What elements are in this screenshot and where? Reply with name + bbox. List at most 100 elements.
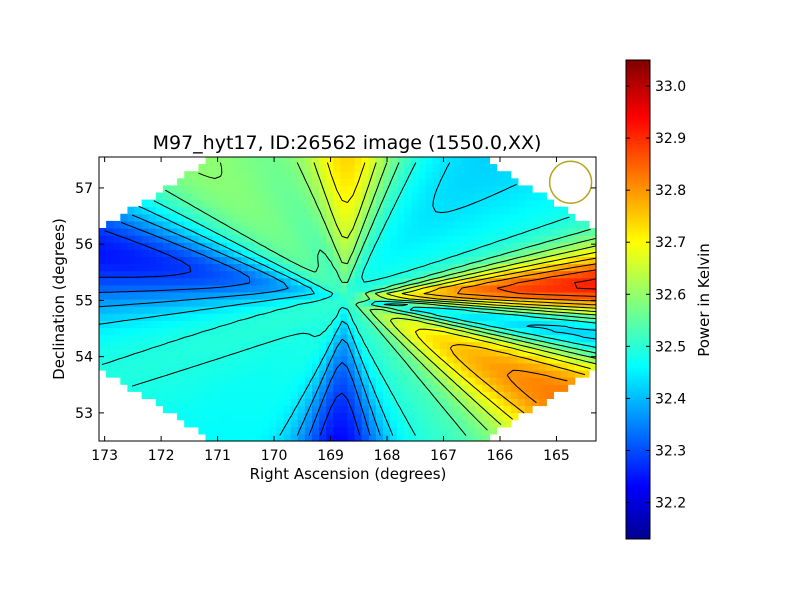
heat-cell xyxy=(482,284,491,293)
heat-cell xyxy=(233,277,242,286)
heat-cell xyxy=(546,256,554,265)
heat-cell xyxy=(496,277,505,286)
heat-cell xyxy=(120,249,128,257)
heat-cell xyxy=(120,320,128,328)
heat-cell xyxy=(333,348,341,357)
heat-cell xyxy=(248,220,256,229)
heat-cell xyxy=(439,185,448,194)
heat-cell xyxy=(219,384,228,392)
heat-cell xyxy=(461,171,469,179)
heat-cell xyxy=(283,164,292,172)
heat-cell xyxy=(198,199,207,208)
heat-cell xyxy=(347,426,356,435)
heat-cell xyxy=(269,313,278,321)
heat-cell xyxy=(148,270,157,279)
heat-cell xyxy=(269,377,278,385)
heat-cell xyxy=(233,433,242,442)
heat-cell xyxy=(326,320,334,328)
heat-cell xyxy=(588,306,597,314)
heat-cell xyxy=(290,185,299,194)
heat-cell xyxy=(219,405,228,414)
heat-cell xyxy=(191,256,199,265)
heat-cell xyxy=(347,171,356,179)
heat-cell xyxy=(475,199,483,208)
heat-cell xyxy=(162,348,171,357)
heat-cell xyxy=(312,426,320,435)
heat-cell xyxy=(326,249,334,257)
heat-cell xyxy=(319,220,327,229)
heat-cell xyxy=(347,235,356,243)
heat-cell xyxy=(461,398,469,407)
heat-cell xyxy=(496,384,505,392)
heat-cell xyxy=(297,284,306,293)
heat-cell xyxy=(510,185,519,194)
heat-cell xyxy=(553,249,562,257)
heat-cell xyxy=(184,377,192,385)
heat-cell xyxy=(517,228,526,236)
heat-cell xyxy=(333,377,341,385)
heat-cell xyxy=(120,256,128,265)
heat-cell xyxy=(283,426,292,435)
heat-cell xyxy=(475,391,483,399)
heat-cell xyxy=(588,362,597,371)
heat-cell xyxy=(162,220,171,229)
heat-cell xyxy=(269,355,278,364)
heat-cell xyxy=(418,426,427,435)
heat-cell xyxy=(489,348,498,357)
heat-cell xyxy=(297,320,306,328)
heat-cell xyxy=(510,256,519,265)
heat-cell xyxy=(283,192,292,201)
heat-cell xyxy=(539,299,547,307)
heat-cell xyxy=(162,242,171,250)
heat-cell xyxy=(262,284,270,293)
heat-cell xyxy=(212,419,221,428)
x-tick-label: 173 xyxy=(91,448,118,464)
heat-cell xyxy=(269,384,278,392)
heat-cell xyxy=(475,157,483,165)
heat-cell xyxy=(418,178,427,186)
heat-cell xyxy=(539,398,547,407)
heat-cell xyxy=(262,306,270,314)
heat-cell xyxy=(241,348,249,357)
heat-cell xyxy=(212,398,221,407)
heat-cell xyxy=(155,220,164,229)
heat-cell xyxy=(368,185,377,194)
heat-cell xyxy=(312,405,320,414)
heat-cell xyxy=(354,341,363,350)
heat-cell xyxy=(333,213,341,222)
heat-cell xyxy=(319,306,327,314)
heat-cell xyxy=(397,157,405,165)
heat-cell xyxy=(553,370,562,378)
heat-cell xyxy=(290,192,299,201)
heat-cell xyxy=(532,320,540,328)
heat-cell xyxy=(468,355,476,364)
heat-cell xyxy=(432,235,441,243)
heat-cell xyxy=(304,256,313,265)
heat-cell xyxy=(283,377,292,385)
heat-cell xyxy=(397,206,405,215)
heat-cell xyxy=(241,277,249,286)
heat-cell xyxy=(120,291,128,300)
heat-cell xyxy=(560,334,569,343)
heat-cell xyxy=(113,277,121,286)
heat-cell xyxy=(248,384,256,392)
heat-cell xyxy=(475,171,483,179)
heat-cell xyxy=(304,341,313,350)
heat-cell xyxy=(226,377,235,385)
heat-cell xyxy=(127,299,136,307)
heat-cell xyxy=(141,206,150,215)
heat-cell xyxy=(297,341,306,350)
heat-cell xyxy=(475,220,483,229)
contour-line xyxy=(101,162,597,436)
heat-cell xyxy=(461,334,469,343)
heat-cell xyxy=(205,228,214,236)
heat-cell xyxy=(148,242,157,250)
heat-cell xyxy=(517,299,526,307)
heat-cell xyxy=(503,291,512,300)
heat-cell xyxy=(290,291,299,300)
heat-cell xyxy=(425,412,434,421)
heat-cell xyxy=(368,270,377,279)
heat-cell xyxy=(468,185,476,194)
heat-cell xyxy=(432,220,441,229)
heat-cell xyxy=(333,362,341,371)
